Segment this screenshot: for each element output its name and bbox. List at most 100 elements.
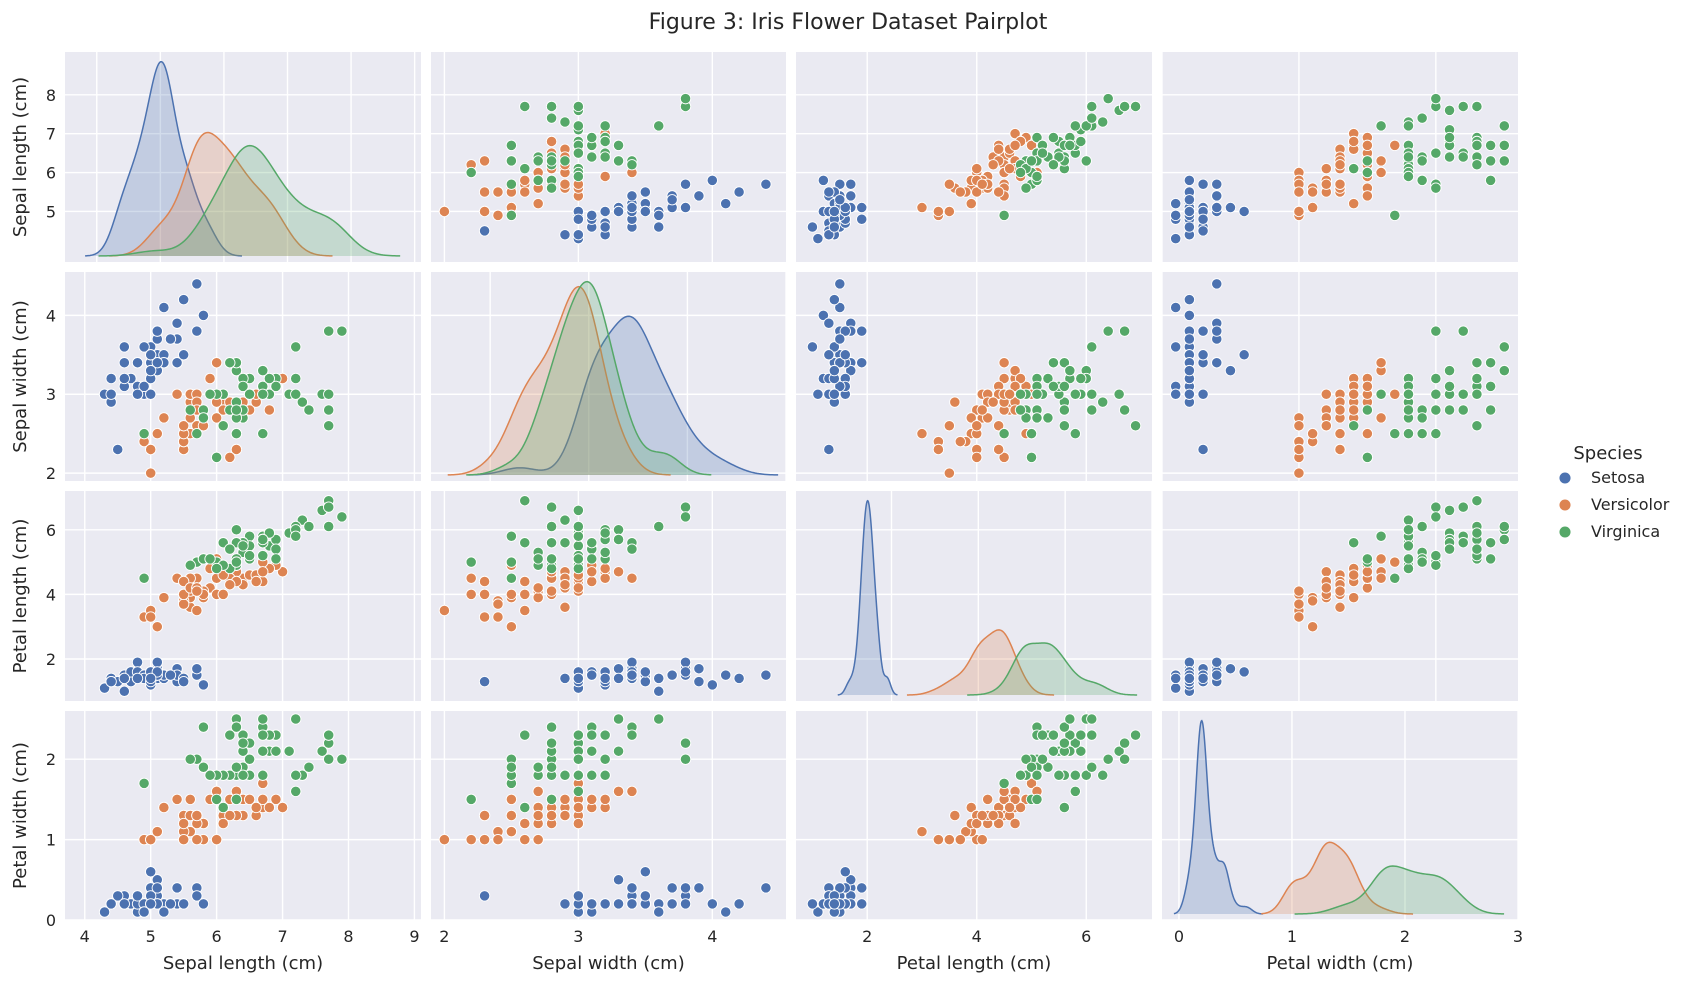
point-versicolor xyxy=(1348,569,1360,581)
point-versicolor xyxy=(158,801,170,814)
point-versicolor xyxy=(1334,404,1346,416)
point-virginica xyxy=(1348,163,1360,175)
point-virginica xyxy=(505,572,518,584)
point-virginica xyxy=(1014,769,1027,781)
legend-label-setosa: Setosa xyxy=(1591,468,1645,487)
point-versicolor xyxy=(1361,428,1374,440)
point-virginica xyxy=(519,801,531,814)
point-setosa xyxy=(612,874,625,886)
point-versicolor xyxy=(492,611,504,623)
point-virginica xyxy=(1443,543,1456,555)
point-setosa xyxy=(197,309,210,322)
point-versicolor xyxy=(151,621,163,633)
point-virginica xyxy=(1498,120,1510,132)
y-tick-label: 7 xyxy=(46,125,56,144)
point-versicolor xyxy=(1334,601,1346,613)
point-versicolor xyxy=(263,404,276,416)
point-versicolor xyxy=(505,588,518,601)
point-virginica xyxy=(505,556,518,568)
point-setosa xyxy=(599,205,611,218)
point-versicolor xyxy=(976,404,988,416)
point-virginica xyxy=(505,155,518,167)
point-virginica xyxy=(559,769,571,781)
point-virginica xyxy=(1498,364,1510,377)
point-versicolor xyxy=(559,809,571,822)
point-versicolor xyxy=(1389,388,1401,400)
panel-r3-c0: 0 1 2 4 5 6 7 8 9 xyxy=(46,711,421,946)
point-setosa xyxy=(679,666,692,678)
x-tick-label: 9 xyxy=(409,927,419,946)
point-virginica xyxy=(1047,357,1060,369)
point-virginica xyxy=(230,428,243,440)
point-setosa xyxy=(1170,672,1182,685)
point-setosa xyxy=(145,672,157,685)
point-versicolor xyxy=(151,428,163,440)
point-virginica xyxy=(1036,729,1049,741)
point-versicolor xyxy=(1009,817,1021,830)
point-setosa xyxy=(653,209,665,221)
point-versicolor xyxy=(191,585,203,597)
point-virginica xyxy=(572,520,585,533)
point-virginica xyxy=(323,325,335,337)
point-versicolor xyxy=(599,793,611,806)
kde-line-versicolor xyxy=(447,285,671,476)
panel-r1-c2 xyxy=(796,272,1152,481)
point-virginica xyxy=(1443,504,1456,517)
point-setosa xyxy=(118,672,130,685)
point-setosa xyxy=(478,225,491,237)
point-versicolor xyxy=(224,579,236,591)
point-virginica xyxy=(1375,530,1387,542)
point-virginica xyxy=(1075,372,1087,385)
point-versicolor xyxy=(250,575,262,588)
point-virginica xyxy=(290,769,302,781)
point-virginica xyxy=(1457,100,1469,113)
point-virginica xyxy=(210,451,223,463)
point-setosa xyxy=(733,672,745,685)
point-virginica xyxy=(586,537,598,549)
point-versicolor xyxy=(492,209,504,221)
point-versicolor xyxy=(599,170,611,183)
point-setosa xyxy=(1183,388,1196,400)
legend-label-virginica: Virginica xyxy=(1591,522,1660,541)
point-virginica xyxy=(1031,793,1043,806)
point-versicolor xyxy=(559,579,571,591)
point-virginica xyxy=(290,388,302,400)
point-virginica xyxy=(1416,428,1428,440)
point-versicolor xyxy=(257,566,269,578)
point-versicolor xyxy=(1025,777,1038,789)
point-virginica xyxy=(270,543,282,555)
point-versicolor xyxy=(943,205,955,218)
point-virginica xyxy=(559,514,571,526)
point-versicolor xyxy=(1334,428,1346,440)
point-versicolor xyxy=(532,198,544,210)
point-setosa xyxy=(105,675,117,688)
point-setosa xyxy=(760,669,772,681)
point-virginica xyxy=(1498,520,1510,533)
point-versicolor xyxy=(519,174,531,186)
point-versicolor xyxy=(224,451,236,463)
point-virginica xyxy=(1443,104,1456,116)
point-virginica xyxy=(465,793,477,806)
legend-marker-versicolor xyxy=(1558,498,1572,512)
kde-fill-setosa xyxy=(837,500,898,695)
point-setosa xyxy=(612,663,625,675)
point-virginica xyxy=(1058,380,1071,393)
point-setosa xyxy=(1211,201,1223,214)
point-virginica xyxy=(1402,388,1415,400)
point-virginica xyxy=(1416,112,1428,124)
point-versicolor xyxy=(993,817,1005,830)
point-versicolor xyxy=(438,205,451,218)
point-virginica xyxy=(184,753,196,765)
point-virginica xyxy=(1069,785,1081,798)
point-virginica xyxy=(1430,549,1442,562)
point-setosa xyxy=(145,364,157,377)
point-virginica xyxy=(1118,100,1131,113)
point-virginica xyxy=(1036,147,1049,159)
point-versicolor xyxy=(1009,128,1021,140)
point-virginica xyxy=(184,404,196,416)
point-setosa xyxy=(118,372,130,385)
point-virginica xyxy=(1053,769,1065,781)
point-virginica xyxy=(1389,428,1401,440)
panel-background xyxy=(796,52,1152,262)
y-tick-label: 2 xyxy=(46,464,56,483)
